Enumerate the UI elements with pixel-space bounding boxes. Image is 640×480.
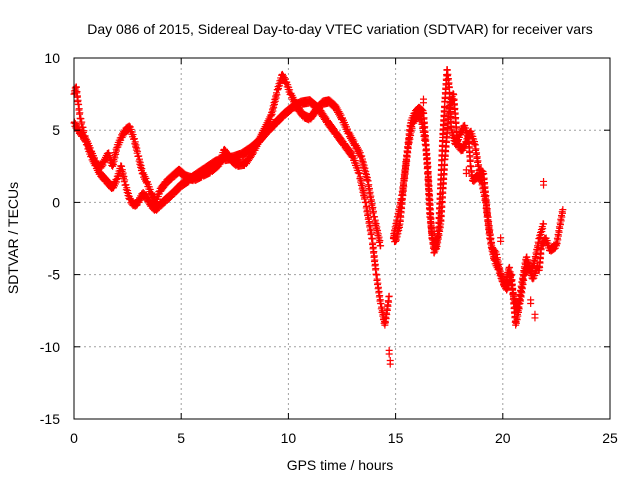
y-tick-label: 5 [52, 122, 60, 138]
y-tick-label: -15 [40, 411, 60, 427]
y-tick-label: -5 [48, 267, 61, 283]
data-point-marker [497, 234, 505, 242]
data-point-marker [386, 357, 394, 365]
x-tick-labels: 0 5 10 15 20 25 [70, 430, 618, 446]
axis-ticks [73, 57, 611, 420]
x-tick-label: 0 [70, 430, 78, 446]
y-tick-label: 0 [52, 194, 60, 210]
data-point-marker [477, 173, 485, 181]
x-tick-label: 20 [495, 430, 511, 446]
x-axis-label: GPS time / hours [287, 457, 394, 473]
y-axis-label: SDTVAR / TECUs [5, 182, 21, 294]
data-point-marker [531, 310, 539, 318]
chart-title: Day 086 of 2015, Sidereal Day-to-day VTE… [87, 21, 593, 37]
data-point-marker [540, 220, 548, 228]
data-point-marker [385, 292, 393, 300]
data-point-marker [377, 242, 385, 250]
data-points [70, 66, 567, 368]
y-tick-labels: -15 -10 -5 0 5 10 [40, 50, 60, 427]
x-tick-label: 15 [388, 430, 404, 446]
data-point-marker [540, 177, 548, 185]
y-tick-label: -10 [40, 339, 60, 355]
x-tick-label: 25 [602, 430, 618, 446]
data-point-marker [419, 95, 427, 103]
x-tick-label: 5 [177, 430, 185, 446]
data-point-marker [527, 296, 535, 304]
data-point-marker [462, 166, 470, 174]
y-tick-label: 10 [44, 50, 60, 66]
data-point-marker [559, 206, 567, 214]
plot-frame [73, 57, 611, 420]
data-point-marker [385, 346, 393, 354]
x-tick-label: 10 [281, 430, 297, 446]
